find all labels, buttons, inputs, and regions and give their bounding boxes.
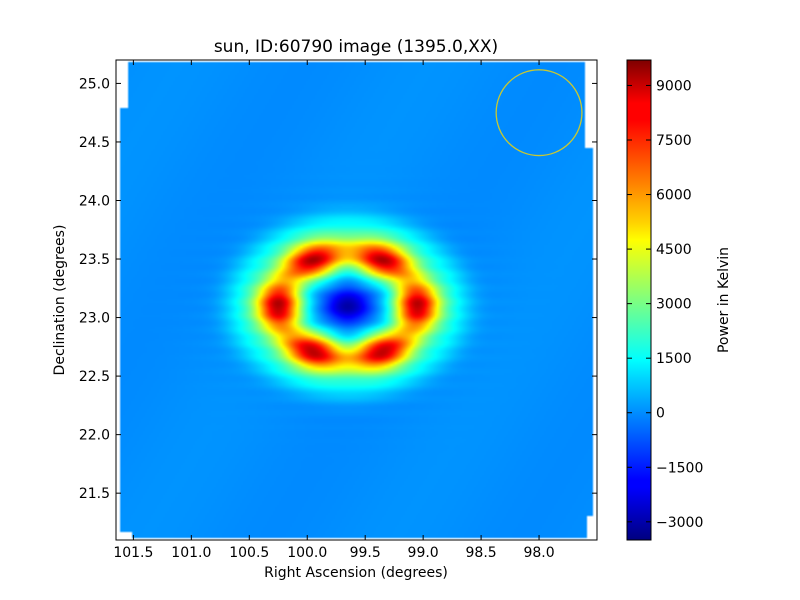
- colorbar-tick-label: 1500: [656, 351, 692, 367]
- y-tick-label: 21.5: [79, 486, 110, 502]
- chart-title: sun, ID:60790 image (1395.0,XX): [214, 37, 498, 57]
- heatmap-raster: [116, 60, 597, 540]
- colorbar-tick-label: −1500: [656, 460, 703, 476]
- x-tick-label: 101.0: [171, 545, 211, 561]
- colorbar-tick-label: 3000: [656, 297, 692, 313]
- colorbar: [626, 59, 652, 541]
- colorbar-tick-label: −3000: [656, 515, 703, 531]
- y-axis-ticks: 21.5 22.0 22.5 23.0 23.5 24.0 24.5 25.0: [79, 76, 597, 502]
- colorbar-label: Power in Kelvin: [716, 247, 732, 353]
- beam-circle: [495, 69, 583, 157]
- y-axis-label: Declination (degrees): [52, 225, 68, 376]
- x-tick-label: 98.5: [466, 545, 497, 561]
- x-tick-label: 100.0: [287, 545, 327, 561]
- heatmap-image: [116, 60, 597, 540]
- colorbar-tick-label: 7500: [656, 133, 692, 149]
- y-tick-label: 22.0: [79, 428, 110, 444]
- x-tick-label: 100.5: [229, 545, 269, 561]
- x-tick-label: 101.5: [113, 545, 153, 561]
- y-tick-label: 23.5: [79, 252, 110, 268]
- colorbar-tick-label: 6000: [656, 188, 692, 204]
- x-tick-label: 99.0: [408, 545, 439, 561]
- x-tick-label: 99.5: [350, 545, 381, 561]
- y-tick-label: 23.0: [79, 311, 110, 327]
- colorbar-tick-label: 4500: [656, 242, 692, 258]
- x-tick-label: 98.0: [523, 545, 554, 561]
- y-tick-label: 22.5: [79, 369, 110, 385]
- y-tick-label: 24.5: [79, 135, 110, 151]
- x-axis-label: Right Ascension (degrees): [264, 565, 448, 581]
- colorbar-tick-label: 9000: [656, 78, 692, 94]
- y-tick-label: 25.0: [79, 76, 110, 92]
- colorbar-ticks: −3000 −1500 0 1500 3000 4500 6000 7500 9000: [627, 78, 703, 531]
- y-tick-label: 24.0: [79, 193, 110, 209]
- colorbar-tick-label: 0: [656, 406, 665, 422]
- plot-frame: [115, 59, 598, 541]
- x-axis-ticks: 101.5 101.0 100.5 100.0 99.5 99.0 98.5 98.0: [113, 60, 555, 561]
